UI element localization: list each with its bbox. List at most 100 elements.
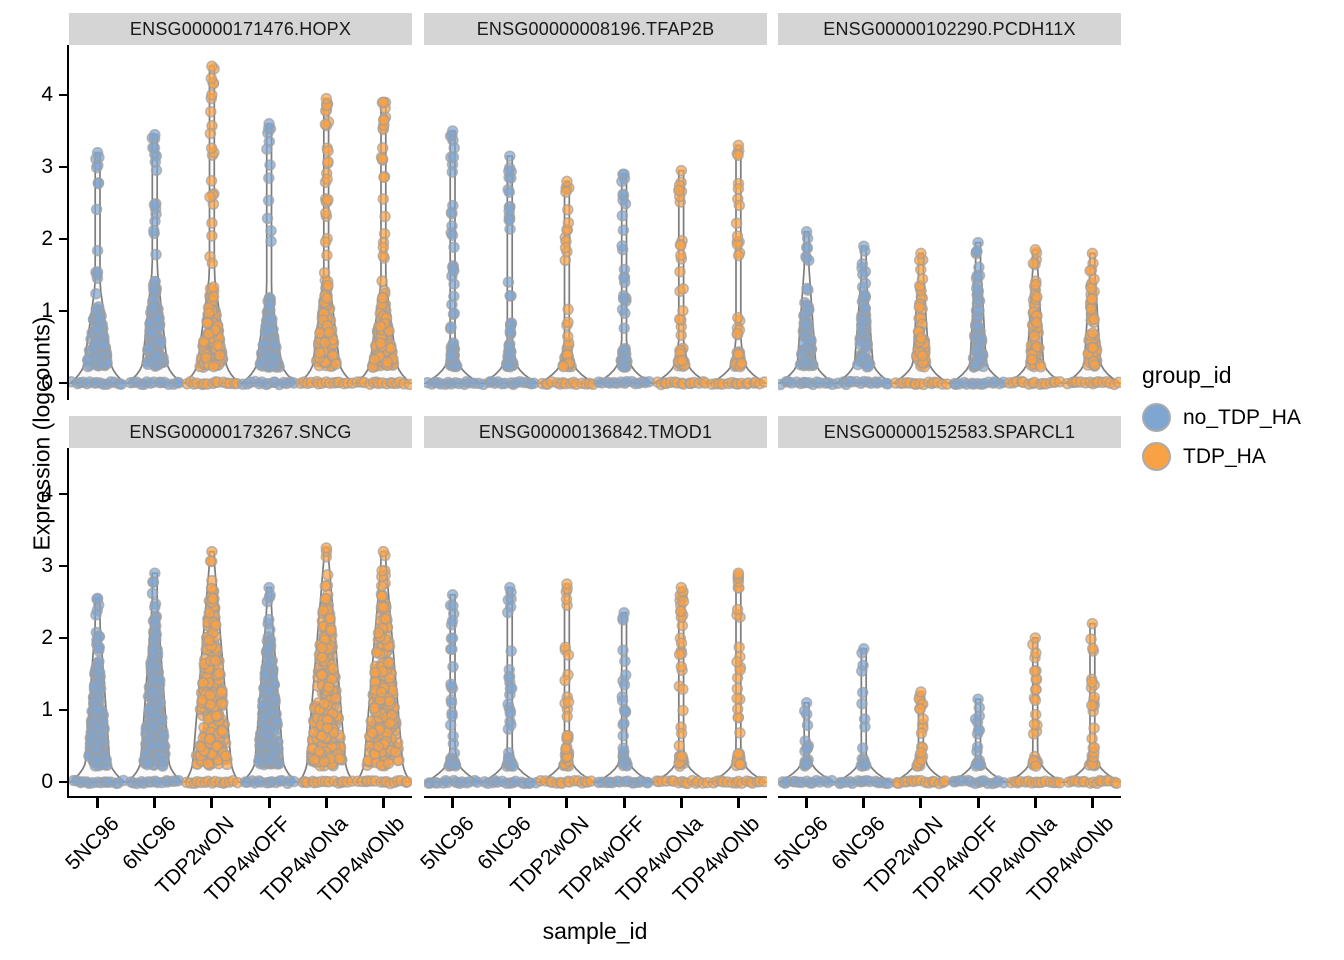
x-tick-mark (153, 798, 157, 808)
jitter-points (1061, 247, 1121, 391)
legend-label: TDP_HA (1183, 444, 1266, 468)
jitter-points (947, 693, 1010, 790)
x-tick-mark (622, 798, 626, 808)
jitter-points (651, 164, 711, 391)
jitter-points (891, 686, 951, 790)
y-tick-label: 4 (41, 482, 53, 505)
facet-panel (69, 60, 412, 391)
facet-panel (778, 226, 1121, 391)
x-axis-line (424, 796, 767, 798)
jitter-points (651, 581, 714, 790)
y-axis-line (67, 45, 69, 400)
x-tick-mark (508, 798, 512, 808)
jitter-points (181, 60, 243, 391)
legend-key-circle-icon (1142, 403, 1171, 432)
jitter-points (124, 128, 185, 391)
jitter-points (125, 567, 185, 790)
jitter-points (592, 168, 655, 390)
x-tick-mark (976, 798, 980, 808)
x-tick-label: 5NC96 (416, 812, 479, 875)
facet-strip: ENSG00000152583.SPARCL1 (778, 416, 1121, 448)
legend-title: group_id (1142, 362, 1232, 388)
jitter-points (1003, 244, 1066, 391)
y-tick-mark (59, 310, 67, 312)
jitter-points (707, 567, 767, 789)
x-tick-mark (96, 798, 100, 808)
x-tick-mark (267, 798, 271, 808)
y-axis-title: Expression (logcounts) (28, 316, 55, 551)
x-tick-mark (210, 798, 214, 808)
x-axis-title: sample_id (542, 918, 648, 944)
jitter-points (889, 247, 953, 391)
y-tick-label: 3 (41, 554, 53, 577)
x-tick-mark (451, 798, 455, 808)
jitter-points (706, 139, 767, 390)
jitter-points (424, 589, 483, 790)
jitter-points (832, 240, 894, 391)
legend-item[interactable]: no_TDP_HA (1142, 403, 1301, 432)
x-tick-mark (862, 798, 866, 808)
jitter-points (1063, 617, 1121, 790)
y-tick-mark (59, 238, 67, 240)
facet-title: ENSG00000152583.SPARCL1 (823, 421, 1076, 442)
x-tick-mark (565, 798, 569, 808)
jitter-points (180, 545, 244, 790)
facet-panel (69, 542, 412, 790)
jitter-points (352, 545, 412, 790)
legend: group_id no_TDP_HA TDP_HA (1142, 362, 1301, 481)
y-tick-mark (59, 493, 67, 495)
facet-panel (424, 567, 767, 790)
y-tick-label: 3 (41, 155, 53, 178)
facet-title: ENSG00000171476.HOPX (129, 18, 352, 39)
facet-strip: ENSG00000102290.PCDH11X (778, 13, 1121, 45)
y-tick-label: 1 (41, 698, 53, 721)
x-tick-mark (805, 798, 809, 808)
jitter-points (478, 581, 542, 790)
facet-strip: ENSG00000136842.TMOD1 (424, 416, 767, 448)
y-tick-label: 2 (41, 227, 53, 250)
facet-title: ENSG00000008196.TFAP2B (476, 18, 715, 39)
x-axis-line (778, 796, 1121, 798)
x-tick-label: 5NC96 (61, 812, 124, 875)
y-tick-mark (59, 565, 67, 567)
jitter-points (778, 697, 838, 789)
jitter-points (593, 607, 654, 789)
jitter-points (351, 96, 412, 391)
x-axis-line (69, 796, 412, 798)
legend-key-circle-icon (1142, 442, 1171, 471)
jitter-points (237, 118, 300, 391)
x-tick-label: 5NC96 (770, 812, 833, 875)
x-tick-mark (736, 798, 740, 808)
jitter-points (424, 125, 485, 391)
x-tick-mark (1033, 798, 1037, 808)
facet-title: ENSG00000102290.PCDH11X (823, 18, 1076, 39)
facet-panel (778, 617, 1121, 790)
facet-strip: ENSG00000171476.HOPX (69, 13, 412, 45)
jitter-points (69, 592, 130, 790)
jitter-points (239, 581, 300, 790)
y-axis-line (67, 448, 69, 798)
jitter-points (948, 236, 1010, 391)
jitter-points (778, 226, 839, 391)
y-tick-mark (59, 781, 67, 783)
legend-item[interactable]: TDP_HA (1142, 442, 1301, 471)
x-tick-mark (1090, 798, 1094, 808)
x-tick-mark (381, 798, 385, 808)
x-tick-mark (324, 798, 328, 808)
y-tick-mark (59, 94, 67, 96)
y-tick-mark (59, 382, 67, 384)
jitter-points (834, 643, 895, 790)
jitter-points (534, 578, 597, 790)
jitter-points (296, 542, 358, 789)
facet-panel (424, 125, 767, 391)
y-tick-label: 2 (41, 626, 53, 649)
jitter-points (295, 92, 359, 390)
x-tick-mark (919, 798, 923, 808)
y-tick-label: 1 (41, 299, 53, 322)
jitter-points (69, 146, 128, 391)
y-tick-mark (59, 709, 67, 711)
y-tick-label: 0 (41, 770, 53, 793)
jitter-points (1005, 632, 1066, 789)
y-tick-label: 4 (41, 83, 53, 106)
